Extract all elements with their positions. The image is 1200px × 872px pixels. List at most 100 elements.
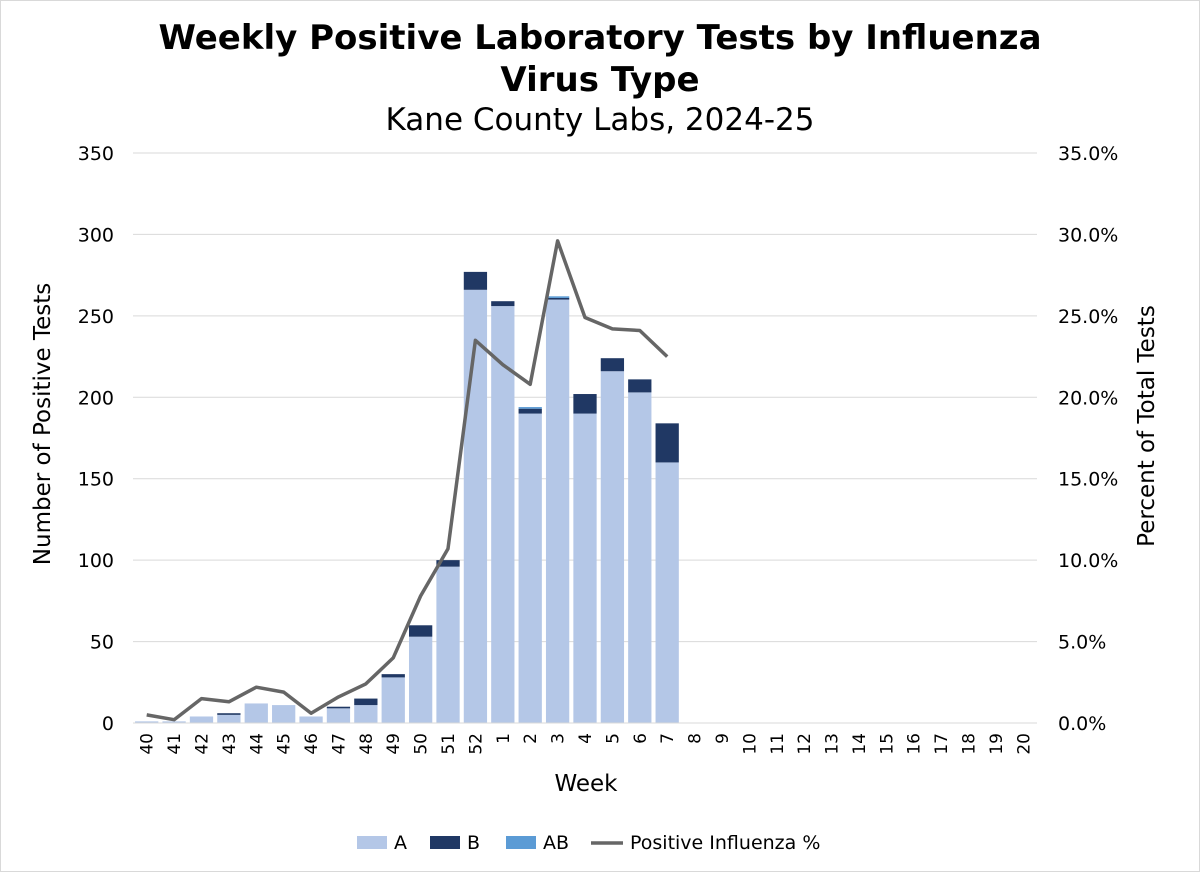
x-axis-tick-label: 8 xyxy=(686,733,706,744)
x-axis-tick-label: 41 xyxy=(165,733,185,755)
left-axis-tick-label: 150 xyxy=(78,469,114,491)
left-axis-tick-label: 50 xyxy=(90,632,114,654)
x-axis-tick-label: 18 xyxy=(960,733,980,755)
line-positive-influenza-pct xyxy=(146,239,669,722)
right-axis-tick-label: 25.0% xyxy=(1058,306,1118,328)
bar-b xyxy=(463,271,488,290)
bar-a xyxy=(299,716,323,723)
x-axis-tick-label: 3 xyxy=(549,733,569,744)
left-axis-tick-label: 350 xyxy=(78,143,114,165)
left-axis-tick-label: 100 xyxy=(78,550,114,572)
x-axis-tick-label: 13 xyxy=(823,733,843,755)
x-axis-tick-label: 20 xyxy=(1014,733,1034,755)
bar-a xyxy=(381,677,405,723)
left-axis-title: Number of Positive Tests xyxy=(30,283,56,565)
bar-a xyxy=(272,705,296,723)
right-axis-tick-label: 10.0% xyxy=(1058,550,1118,572)
chart-title-line2: Virus Type xyxy=(500,60,700,100)
bar-b xyxy=(600,358,625,372)
legend-label: A xyxy=(394,832,407,854)
x-axis-tick-label: 46 xyxy=(302,733,322,755)
x-axis-tick-label: 4 xyxy=(576,733,596,744)
bar-a xyxy=(600,371,625,723)
x-axis-tick-label: 51 xyxy=(439,733,459,755)
x-axis-tick-label: 45 xyxy=(275,733,295,755)
x-axis-tick-label: 17 xyxy=(932,733,952,755)
bar-ab xyxy=(518,407,542,409)
x-axis-tick-label: 44 xyxy=(247,733,267,755)
x-axis-tick-label: 7 xyxy=(658,733,678,744)
left-axis-tick-label: 300 xyxy=(78,224,114,246)
right-axis-tick-label: 30.0% xyxy=(1058,224,1118,246)
x-axis-tick-label: 48 xyxy=(357,733,377,755)
legend-swatch-ab xyxy=(506,836,536,849)
bar-a xyxy=(189,716,214,723)
bar-a xyxy=(518,413,542,723)
x-axis-tick-label: 2 xyxy=(521,733,541,744)
x-axis-tick-label: 5 xyxy=(603,733,623,744)
bar-b xyxy=(628,379,652,393)
bar-b xyxy=(655,423,679,463)
left-axis-tick-label: 200 xyxy=(78,387,114,409)
x-axis-tick-label: 10 xyxy=(740,733,760,755)
bar-b xyxy=(354,698,378,706)
x-axis-tick-label: 43 xyxy=(220,733,240,755)
legend-label: AB xyxy=(543,832,569,854)
bar-a xyxy=(326,708,351,723)
x-axis-tick-label: 12 xyxy=(795,733,815,755)
bar-b xyxy=(518,408,542,414)
x-axis-tick-label: 40 xyxy=(138,733,158,755)
bar-a xyxy=(573,413,597,723)
bar-a xyxy=(463,289,488,723)
x-axis-tick-label: 52 xyxy=(466,733,486,755)
right-axis-tick-label: 5.0% xyxy=(1058,632,1106,654)
bar-a xyxy=(436,566,460,723)
right-axis-tick-label: 15.0% xyxy=(1058,469,1118,491)
bar-a xyxy=(491,306,515,723)
bar-a xyxy=(408,636,433,723)
bar-b xyxy=(436,560,460,567)
x-axis-tick-label: 42 xyxy=(192,733,212,755)
bar-a xyxy=(135,721,159,723)
legend-label: B xyxy=(467,832,480,854)
bar-a xyxy=(217,714,241,723)
x-axis-tick-label: 14 xyxy=(850,733,870,755)
bar-b xyxy=(381,674,405,678)
bar-a xyxy=(655,462,679,723)
left-axis-tick-label: 250 xyxy=(78,306,114,328)
x-axis-tick-label: 15 xyxy=(877,733,897,755)
right-axis-tick-label: 0.0% xyxy=(1058,713,1106,735)
x-axis-title: Week xyxy=(554,771,618,797)
bar-a xyxy=(545,299,570,723)
chart-title-line1: Weekly Positive Laboratory Tests by Infl… xyxy=(158,18,1042,58)
legend-label: Positive Influenza % xyxy=(630,832,820,854)
bar-b xyxy=(217,713,241,715)
bar-a xyxy=(628,392,652,723)
legend-swatch-a xyxy=(357,836,387,849)
bar-ab xyxy=(545,296,570,298)
x-axis-tick-label: 19 xyxy=(987,733,1007,755)
x-axis-tick-label: 50 xyxy=(412,733,432,755)
x-axis-tick-label: 9 xyxy=(713,733,733,744)
bar-b xyxy=(326,706,351,709)
right-axis-tick-label: 35.0% xyxy=(1058,143,1118,165)
x-axis-tick-label: 11 xyxy=(768,733,788,755)
bar-b xyxy=(545,297,570,300)
bar-a xyxy=(354,705,378,723)
x-axis-tick-label: 16 xyxy=(905,733,925,755)
left-axis-tick-label: 0 xyxy=(102,713,114,735)
bar-a xyxy=(244,703,268,723)
right-axis-title: Percent of Total Tests xyxy=(1134,305,1160,547)
legend-swatch-b xyxy=(430,836,460,849)
right-axis-tick-label: 20.0% xyxy=(1058,387,1118,409)
chart-subtitle: Kane County Labs, 2024-25 xyxy=(385,102,815,138)
bar-a xyxy=(162,721,186,723)
x-axis-tick-label: 49 xyxy=(384,733,404,755)
bar-b xyxy=(491,301,515,307)
x-axis-tick-label: 47 xyxy=(329,733,349,755)
x-axis-tick-label: 1 xyxy=(494,733,514,744)
bar-b xyxy=(408,625,433,637)
x-axis-tick-label: 6 xyxy=(631,733,651,744)
